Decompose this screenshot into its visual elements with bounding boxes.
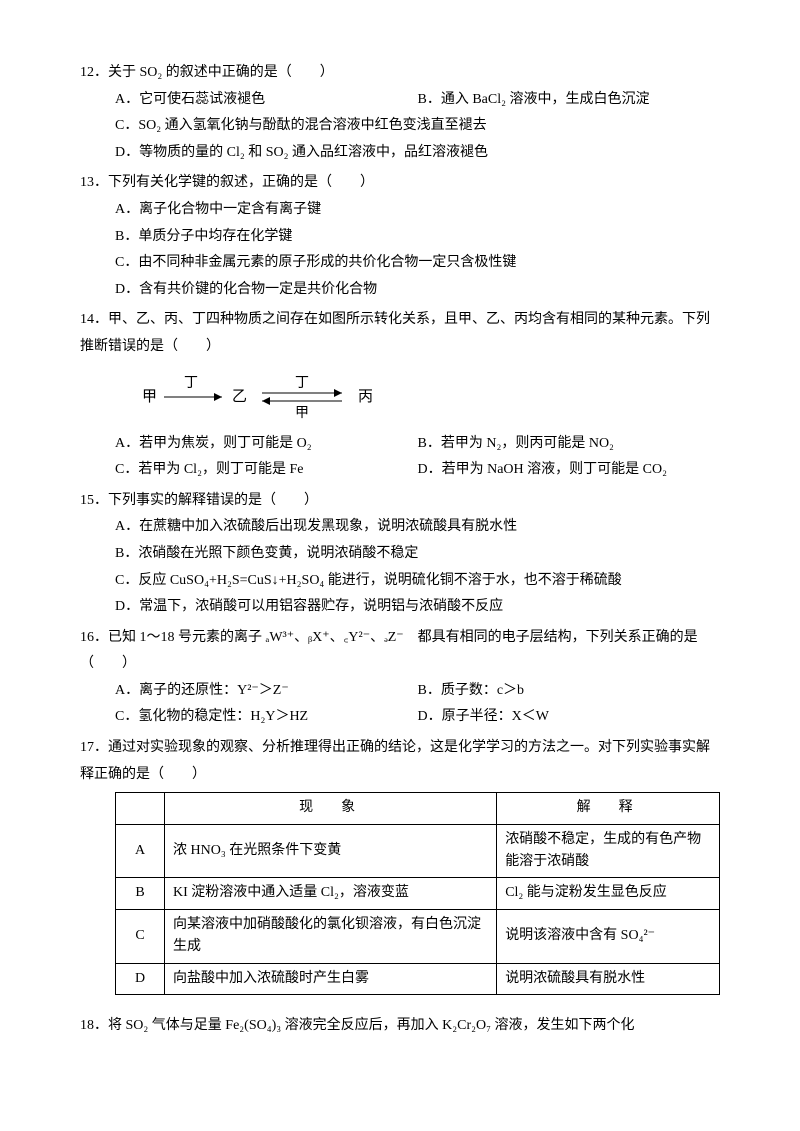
q15-opt-a: A．在蔗糖中加入浓硫酸后出现发黑现象，说明浓硫酸具有脱水性 — [115, 514, 720, 541]
row-lbl: B — [116, 878, 165, 909]
question-14: 14．甲、乙、丙、丁四种物质之间存在如图所示转化关系，且甲、乙、丙均含有相同的某… — [80, 307, 720, 483]
question-16: 16．已知 1～18 号元素的离子 ₐW³⁺、ᵦX⁺、꜀Y²⁻、ₔZ⁻ 都具有相… — [80, 625, 720, 731]
q13-opt-c: C．由不同种非金属元素的原子形成的共价化合物一定只含极性键 — [115, 250, 720, 277]
q17-table: 现 象 解 释 A 浓 HNO₃ 在光照条件下变黄 浓硝酸不稳定，生成的有色产物… — [115, 792, 720, 995]
table-row: C 向某溶液中加硝酸酸化的氯化钡溶液，有白色沉淀生成 说明该溶液中含有 SO₄²… — [116, 909, 720, 963]
q15-opt-b: B．浓硝酸在光照下颜色变黄，说明浓硝酸不稳定 — [115, 541, 720, 568]
row-exp: 浓硝酸不稳定，生成的有色产物能溶于浓硝酸 — [497, 824, 720, 878]
q17-th-phen: 现 象 — [165, 793, 497, 824]
q12-opt-b: B．通入 BaCl₂ 溶液中，生成白色沉淀 — [418, 87, 721, 114]
row-lbl: D — [116, 963, 165, 994]
arrow-label-ding-1: 丁 — [184, 376, 198, 391]
arrow-label-ding-2: 丁 — [295, 376, 309, 391]
q17-th-blank — [116, 793, 165, 824]
q16-opt-a: A．离子的还原性：Y²⁻＞Z⁻ — [115, 678, 418, 705]
q14-opt-a: A．若甲为焦炭，则丁可能是 O₂ — [115, 431, 418, 458]
q12-stem: 12．关于 SO₂ 的叙述中正确的是（ ） — [80, 60, 720, 87]
q17-th-exp: 解 释 — [497, 793, 720, 824]
row-phen: 浓 HNO₃ 在光照条件下变黄 — [165, 824, 497, 878]
row-lbl: C — [116, 909, 165, 963]
q13-stem: 13．下列有关化学键的叙述，正确的是（ ） — [80, 170, 720, 197]
q15-opt-c: C．反应 CuSO₄+H₂S=CuS↓+H₂SO₄ 能进行，说明硫化铜不溶于水，… — [115, 568, 720, 595]
question-18: 18．将 SO₂ 气体与足量 Fe₂(SO₄)₃ 溶液完全反应后，再加入 K₂C… — [80, 1013, 720, 1040]
q12-opt-c: C．SO₂ 通入氢氧化钠与酚酞的混合溶液中红色变浅直至褪去 — [115, 113, 720, 140]
q13-opt-a: A．离子化合物中一定含有离子键 — [115, 197, 720, 224]
row-phen: 向某溶液中加硝酸酸化的氯化钡溶液，有白色沉淀生成 — [165, 909, 497, 963]
q16-opt-b: B．质子数：c＞b — [418, 678, 721, 705]
q13-opt-d: D．含有共价键的化合物一定是共价化合物 — [115, 277, 720, 304]
node-yi: 乙 — [232, 389, 247, 405]
node-jia: 甲 — [142, 389, 157, 405]
q17-stem: 17．通过对实验现象的观察、分析推理得出正确的结论，这是化学学习的方法之一。对下… — [80, 735, 720, 788]
table-row: A 浓 HNO₃ 在光照条件下变黄 浓硝酸不稳定，生成的有色产物能溶于浓硝酸 — [116, 824, 720, 878]
table-row: D 向盐酸中加入浓硫酸时产生白雾 说明浓硫酸具有脱水性 — [116, 963, 720, 994]
row-lbl: A — [116, 824, 165, 878]
q16-stem: 16．已知 1～18 号元素的离子 ₐW³⁺、ᵦX⁺、꜀Y²⁻、ₔZ⁻ 都具有相… — [80, 625, 720, 678]
row-exp: 说明浓硫酸具有脱水性 — [497, 963, 720, 994]
q15-stem: 15．下列事实的解释错误的是（ ） — [80, 488, 720, 515]
q16-opt-c: C．氢化物的稳定性：H₂Y＞HZ — [115, 704, 418, 731]
q14-opt-c: C．若甲为 Cl₂，则丁可能是 Fe — [115, 457, 418, 484]
q14-opt-b: B．若甲为 N₂，则丙可能是 NO₂ — [418, 431, 721, 458]
q12-opt-d: D．等物质的量的 Cl₂ 和 SO₂ 通入品红溶液中，品红溶液褪色 — [115, 140, 720, 167]
question-12: 12．关于 SO₂ 的叙述中正确的是（ ） A．它可使石蕊试液褪色 B．通入 B… — [80, 60, 720, 166]
arrow-label-jia: 甲 — [295, 406, 309, 421]
q12-opt-a: A．它可使石蕊试液褪色 — [115, 87, 418, 114]
q18-stem: 18．将 SO₂ 气体与足量 Fe₂(SO₄)₃ 溶液完全反应后，再加入 K₂C… — [80, 1013, 720, 1040]
row-exp: Cl₂ 能与淀粉发生显色反应 — [497, 878, 720, 909]
question-17: 17．通过对实验现象的观察、分析推理得出正确的结论，这是化学学习的方法之一。对下… — [80, 735, 720, 995]
q14-diagram: 甲 丁 乙 丁 甲 丙 — [80, 367, 720, 425]
row-exp: 说明该溶液中含有 SO₄²⁻ — [497, 909, 720, 963]
q14-stem: 14．甲、乙、丙、丁四种物质之间存在如图所示转化关系，且甲、乙、丙均含有相同的某… — [80, 307, 720, 360]
question-15: 15．下列事实的解释错误的是（ ） A．在蔗糖中加入浓硫酸后出现发黑现象，说明浓… — [80, 488, 720, 621]
q13-opt-b: B．单质分子中均存在化学键 — [115, 224, 720, 251]
row-phen: 向盐酸中加入浓硫酸时产生白雾 — [165, 963, 497, 994]
q16-opt-d: D．原子半径：X＜W — [418, 704, 721, 731]
row-phen: KI 淀粉溶液中通入适量 Cl₂，溶液变蓝 — [165, 878, 497, 909]
question-13: 13．下列有关化学键的叙述，正确的是（ ） A．离子化合物中一定含有离子键 B．… — [80, 170, 720, 303]
q14-opt-d: D．若甲为 NaOH 溶液，则丁可能是 CO₂ — [418, 457, 721, 484]
q15-opt-d: D．常温下，浓硝酸可以用铝容器贮存，说明铝与浓硝酸不反应 — [115, 594, 720, 621]
table-row: B KI 淀粉溶液中通入适量 Cl₂，溶液变蓝 Cl₂ 能与淀粉发生显色反应 — [116, 878, 720, 909]
node-bing: 丙 — [358, 389, 373, 405]
